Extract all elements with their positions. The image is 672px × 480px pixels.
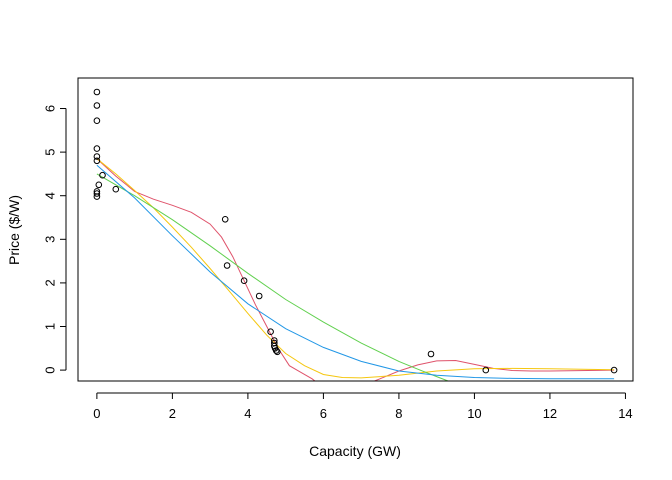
x-tick-label: 14: [618, 406, 632, 421]
fit-curve-4-segment-1: [96, 164, 615, 380]
fit-curve-3-segment-1: [96, 173, 449, 381]
data-point: [93, 193, 101, 200]
data-point: [482, 366, 490, 374]
x-axis: 0 2 4 6 8 10 12 14: [93, 392, 633, 421]
data-point: [93, 145, 101, 152]
y-tick-label: 1: [43, 323, 58, 330]
data-point: [267, 328, 274, 336]
data-point: [95, 181, 103, 189]
data-point: [93, 117, 101, 124]
data-point: [93, 153, 101, 160]
y-tick-label: 4: [43, 192, 58, 199]
x-tick-label: 6: [320, 406, 327, 421]
fit-curve-2-segment-1: [96, 158, 615, 379]
data-point: [99, 171, 106, 179]
scatter-points: [93, 88, 618, 374]
data-point: [93, 102, 101, 109]
fit-curve-1-segment-1: [96, 158, 316, 381]
data-point: [112, 185, 120, 193]
x-tick-label: 10: [467, 406, 481, 421]
data-point: [93, 157, 101, 165]
data-point: [93, 88, 101, 96]
data-point: [223, 262, 231, 269]
x-tick-label: 12: [543, 406, 557, 421]
y-axis-title: Price ($/W): [6, 195, 22, 265]
data-point: [610, 366, 618, 374]
y-tick-label: 5: [43, 148, 58, 155]
y-tick-label: 2: [43, 279, 58, 286]
data-point: [274, 348, 281, 356]
data-point: [427, 350, 435, 358]
x-axis-title: Capacity (GW): [309, 443, 401, 459]
data-point: [240, 277, 248, 285]
y-tick-label: 3: [43, 236, 58, 243]
plot-frame: [77, 77, 634, 382]
x-tick-label: 8: [395, 406, 402, 421]
x-tick-label: 2: [169, 406, 176, 421]
data-point: [221, 216, 229, 223]
x-tick-label: 4: [244, 406, 251, 421]
y-tick-label: 0: [43, 366, 58, 373]
data-point: [93, 190, 101, 197]
data-point: [272, 347, 280, 354]
y-axis: 0 1 2 3 4 5 6: [43, 105, 67, 374]
y-tick-label: 6: [43, 105, 58, 112]
data-point: [255, 292, 263, 300]
fitted-curves: [96, 158, 615, 381]
x-tick-label: 0: [93, 406, 100, 421]
